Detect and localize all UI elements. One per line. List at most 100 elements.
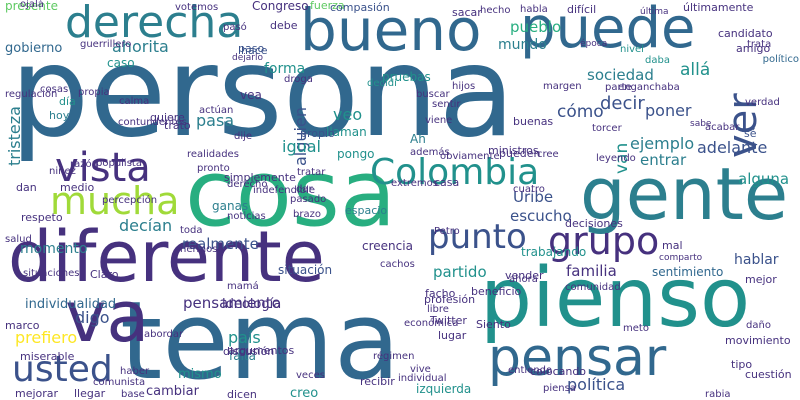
cloud-word: dan [16, 181, 37, 194]
cloud-word: creencia [362, 239, 413, 253]
cloud-word: pensar [488, 328, 667, 388]
cloud-word: profesión [424, 293, 476, 306]
cloud-word: populista [96, 158, 142, 169]
cloud-word: argumentos [228, 344, 295, 357]
cloud-word: comunidad [565, 282, 621, 293]
cloud-word: pensamiento [183, 294, 281, 312]
cloud-word: acabar [705, 122, 740, 133]
cloud-word: casa [434, 176, 460, 189]
cloud-word: situaciones [23, 268, 80, 279]
cloud-word: sé [744, 127, 757, 140]
cloud-word: indefendible [253, 185, 316, 196]
cloud-word: propio [300, 127, 335, 140]
cloud-word: partido [433, 263, 487, 281]
cloud-word: tipo [731, 358, 753, 371]
cloud-word: sociedad [587, 66, 654, 84]
cloud-word: Colombia [370, 152, 540, 193]
cloud-word: día [59, 95, 76, 108]
cloud-word: dejarlo [232, 53, 263, 63]
cloud-word: margen [543, 81, 582, 92]
cloud-word: mundo [498, 37, 547, 53]
cloud-word: ganas [212, 199, 249, 213]
cloud-word: niñez [49, 166, 76, 177]
cloud-word: calma [119, 96, 150, 107]
cloud-word: rabia [705, 389, 731, 400]
cloud-word: cree [537, 149, 559, 160]
cloud-word: última [640, 7, 669, 17]
cloud-word: pronto [197, 163, 230, 174]
cloud-word: daba [645, 55, 670, 66]
cloud-word: realidades [187, 149, 239, 160]
cloud-word: llaman [326, 125, 367, 139]
cloud-word: candidato [718, 27, 773, 40]
cloud-word: vista [55, 145, 151, 191]
cloud-word: discusión [223, 345, 275, 358]
cloud-word: dicen [227, 388, 257, 400]
cloud-word: adelante [697, 138, 768, 157]
cloud-word: falta [229, 349, 256, 363]
cloud-word: trabajando [521, 245, 587, 259]
cloud-word: ministros [488, 144, 539, 157]
cloud-word: Uribe [513, 188, 554, 206]
cloud-word: daño [746, 320, 771, 331]
cloud-word: Ah [410, 132, 426, 146]
cloud-word: derecha [65, 0, 244, 48]
cloud-word: droga [284, 74, 313, 85]
cloud-word: base [121, 389, 145, 400]
cloud-word: amigo [736, 42, 771, 55]
cloud-word: vive [410, 364, 431, 375]
cloud-word: Twitter [430, 314, 467, 327]
cloud-word: pasó [223, 22, 247, 33]
cloud-word: Congreso [252, 0, 309, 13]
cloud-word: decir [600, 93, 645, 114]
cloud-word: escucho [510, 207, 572, 225]
cloud-word: bueno [300, 0, 482, 64]
cloud-word: parte [605, 82, 632, 93]
cloud-word: momento [20, 241, 88, 257]
cloud-word: persona [10, 20, 516, 165]
cloud-word: respeto [21, 211, 63, 224]
cloud-word: espacio [345, 204, 388, 217]
cloud-word: últimamente [683, 1, 754, 14]
cloud-word: ideología [222, 297, 282, 312]
cloud-word: cómo [557, 102, 604, 122]
cloud-word: veo [333, 105, 363, 124]
cloud-word: simplemente [224, 171, 296, 184]
cloud-word: gobierno [5, 41, 63, 56]
cloud-word: brazo [293, 209, 321, 220]
cloud-word: contundentes [118, 117, 187, 128]
cloud-word: marco [5, 319, 40, 332]
cloud-word: movimiento [725, 334, 791, 347]
cloud-word: creo [290, 386, 319, 400]
cloud-word: cuatro [513, 184, 545, 195]
cloud-word: quiere [150, 111, 185, 124]
cloud-word: grupo [548, 219, 660, 263]
cloud-word: individual [398, 373, 447, 384]
cloud-word: hoy [49, 109, 70, 122]
cloud-word: hecho [480, 5, 511, 16]
cloud-word: pasado [290, 194, 327, 205]
cloud-word: noticias [227, 211, 266, 222]
cloud-word: dar [296, 184, 313, 195]
cloud-word: usted [12, 349, 113, 390]
cloud-word: país [228, 328, 261, 347]
cloud-word: alguna [738, 170, 790, 188]
cloud-word: salud [5, 234, 32, 245]
cloud-word: leyendo [596, 153, 636, 164]
cloud-word: haber [120, 366, 150, 377]
cloud-word: poner [645, 101, 692, 120]
cloud-word: situación [278, 263, 333, 277]
cloud-word: hijos [452, 81, 476, 92]
cloud-word: debe [270, 19, 298, 32]
cloud-word: torcer [592, 123, 622, 134]
cloud-word: hace [241, 44, 268, 57]
cloud-word: actúan [199, 105, 234, 116]
cloud-word: piensa [543, 383, 576, 394]
cloud-word: igual [282, 137, 321, 156]
cloud-word: allá [680, 60, 711, 80]
cloud-word: entrar [640, 151, 687, 169]
cloud-word: caso [107, 56, 135, 70]
cloud-word: buenas [513, 115, 554, 128]
cloud-word: Siento [476, 318, 511, 331]
cloud-word: guerrillero [80, 39, 132, 50]
